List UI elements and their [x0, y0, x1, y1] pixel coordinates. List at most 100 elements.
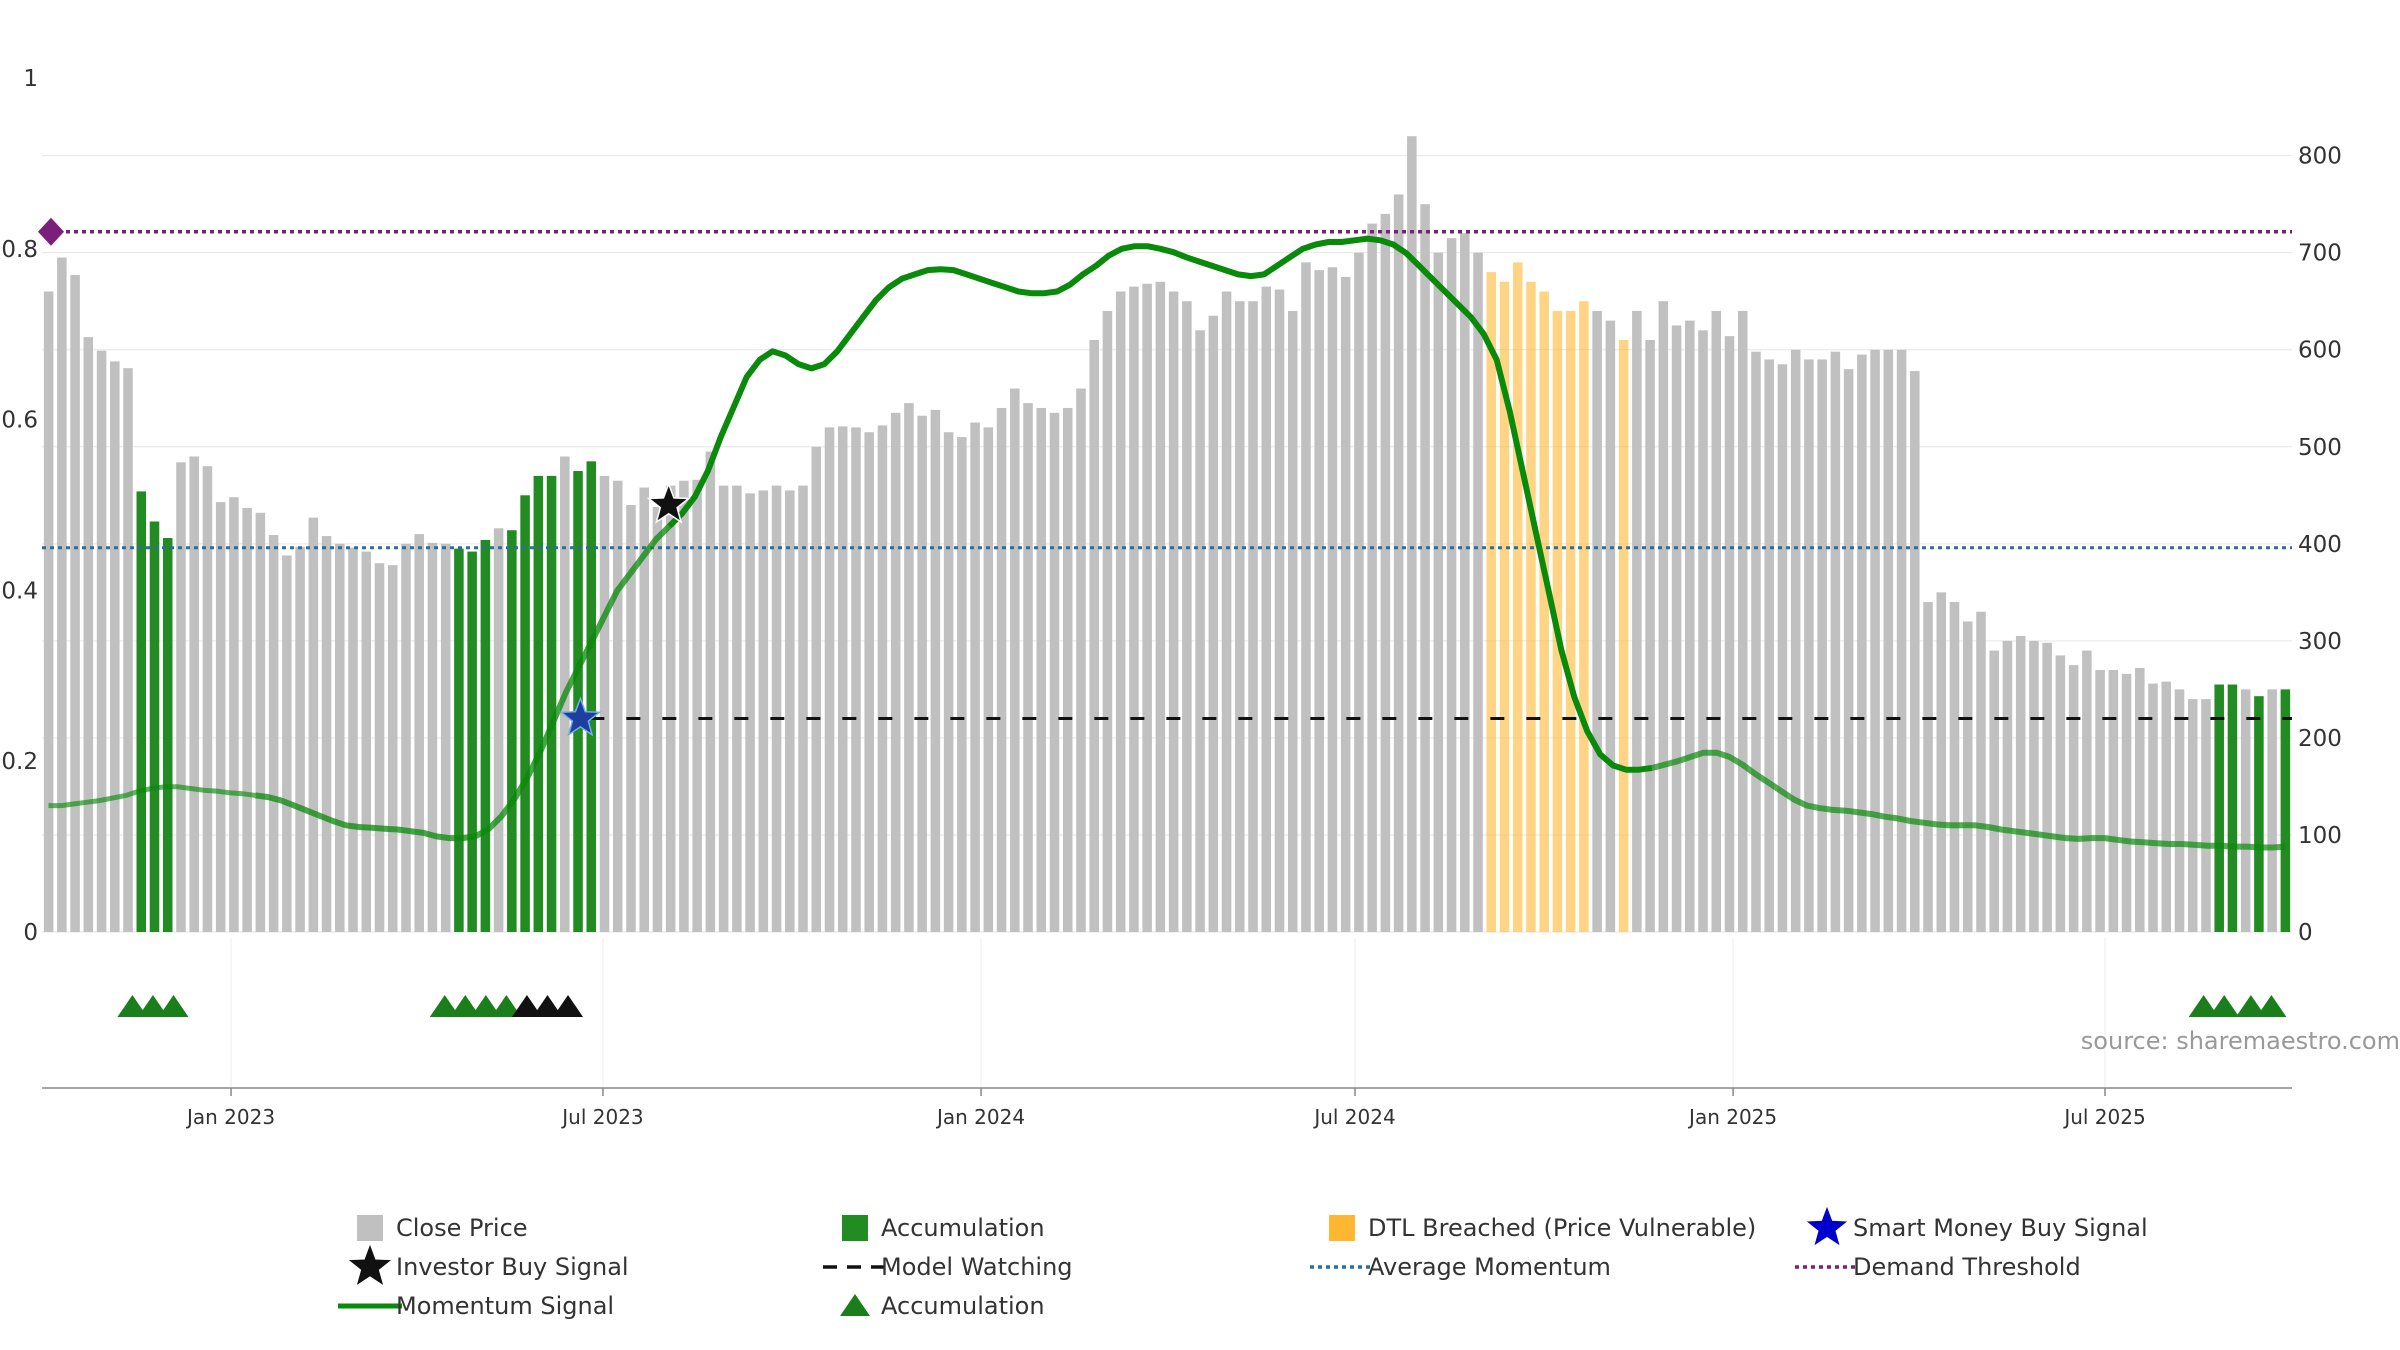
x-tick-label: Jan 2023 — [185, 1105, 275, 1129]
dtl-bar — [1526, 281, 1536, 933]
price-bar — [665, 485, 676, 932]
price-bar — [679, 480, 689, 932]
price-bar — [1777, 364, 1788, 933]
price-bar — [1340, 276, 1351, 932]
price-bar — [387, 565, 398, 932]
accumulation-bar — [149, 521, 160, 932]
accumulation-bar — [2214, 684, 2224, 932]
right-y-tick-label: 600 — [2298, 338, 2342, 364]
accumulation-triangle — [450, 995, 481, 1017]
price-bar — [123, 368, 133, 933]
accumulation-triangle — [2209, 995, 2240, 1017]
legend-label: Demand Threshold — [1853, 1253, 2081, 1281]
price-bar — [970, 422, 980, 932]
price-bar — [705, 451, 716, 932]
price-bar — [1658, 301, 1669, 932]
price-bar — [1420, 204, 1430, 933]
right-y-tick-label: 300 — [2298, 629, 2342, 655]
accumulation-triangle — [429, 995, 460, 1017]
x-tick-label: Jul 2023 — [560, 1105, 643, 1129]
legend-label: Close Price — [396, 1214, 528, 1242]
price-bar — [957, 437, 967, 932]
price-bar — [732, 485, 742, 932]
price-bar — [599, 475, 610, 932]
dtl-bar — [1512, 262, 1523, 932]
price-bar — [493, 528, 504, 932]
accumulation-triangle — [117, 995, 148, 1017]
legend-label: Investor Buy Signal — [396, 1253, 629, 1281]
accumulation-bar — [586, 461, 597, 932]
price-bar — [864, 432, 874, 932]
accumulation-bar — [162, 537, 173, 932]
price-bar — [2148, 683, 2158, 932]
price-bar — [282, 555, 292, 932]
price-bar — [785, 490, 795, 932]
legend-label: Smart Money Buy Signal — [1853, 1214, 2148, 1242]
accumulation-triangle — [2256, 995, 2287, 1017]
price-bar — [1393, 194, 1404, 933]
price-bar — [1274, 289, 1285, 932]
left-y-tick-label: 0.6 — [1, 408, 38, 434]
legend-swatch-smart-money — [1806, 1206, 1848, 1246]
dtl-bar — [1486, 272, 1497, 932]
accumulation-bar — [546, 475, 557, 932]
right-y-tick-label: 200 — [2298, 726, 2342, 752]
price-bar — [1354, 252, 1364, 932]
price-bar — [2082, 650, 2092, 932]
right-y-tick-label: 400 — [2298, 532, 2342, 558]
price-bar — [2201, 699, 2211, 932]
price-bar — [83, 337, 94, 933]
price-bar — [1182, 301, 1192, 932]
accumulation-bar — [2254, 696, 2264, 932]
accumulation-triangle — [532, 995, 563, 1017]
price-bar — [361, 551, 372, 932]
price-bar — [1685, 320, 1695, 932]
price-bar — [1883, 349, 1894, 932]
price-bar — [1407, 136, 1417, 932]
price-bar — [2240, 689, 2251, 932]
price-bar — [1857, 354, 1867, 932]
price-bar — [414, 534, 424, 932]
price-bar — [1049, 412, 1060, 932]
investor-buy-star — [646, 481, 691, 524]
momentum-line — [48, 235, 2286, 851]
accumulation-bar — [2227, 684, 2238, 932]
legend-swatch-close-price — [357, 1215, 383, 1241]
x-tick-label: Jan 2024 — [935, 1105, 1025, 1129]
price-bar — [2121, 673, 2132, 932]
price-bar — [837, 426, 848, 932]
price-bar — [904, 403, 914, 932]
momentum-line-strong — [667, 235, 1653, 773]
price-bar — [1843, 369, 1854, 932]
price-bar — [242, 507, 252, 932]
price-bar — [1817, 359, 1827, 932]
price-bar — [1936, 592, 1947, 932]
price-bar — [255, 512, 266, 932]
price-bar — [2267, 689, 2277, 932]
legend-label: Model Watching — [881, 1253, 1073, 1281]
price-bar — [57, 257, 67, 933]
x-tick-label: Jan 2025 — [1687, 1105, 1777, 1129]
accumulation-bar — [454, 548, 464, 932]
price-bar — [1433, 252, 1444, 932]
price-bar — [1010, 388, 1020, 933]
right-y-tick-label: 700 — [2298, 241, 2342, 267]
left-y-tick-label: 0.2 — [1, 749, 38, 775]
price-bar — [983, 427, 994, 932]
price-bar — [1592, 310, 1602, 933]
price-bar — [2015, 636, 2026, 932]
price-bar — [1804, 359, 1814, 932]
price-bar — [798, 485, 808, 932]
legend-label: Accumulation — [881, 1214, 1045, 1242]
price-bar — [652, 506, 663, 932]
price-bar — [1023, 403, 1033, 932]
price-bar — [1314, 270, 1324, 932]
price-bar — [2135, 668, 2145, 932]
momentum-line-falling — [1651, 749, 2286, 851]
price-bar — [2002, 640, 2013, 932]
momentum-line-rising — [255, 524, 672, 842]
price-bar — [1446, 238, 1457, 932]
price-bar — [1221, 291, 1232, 932]
price-bar — [890, 412, 901, 932]
